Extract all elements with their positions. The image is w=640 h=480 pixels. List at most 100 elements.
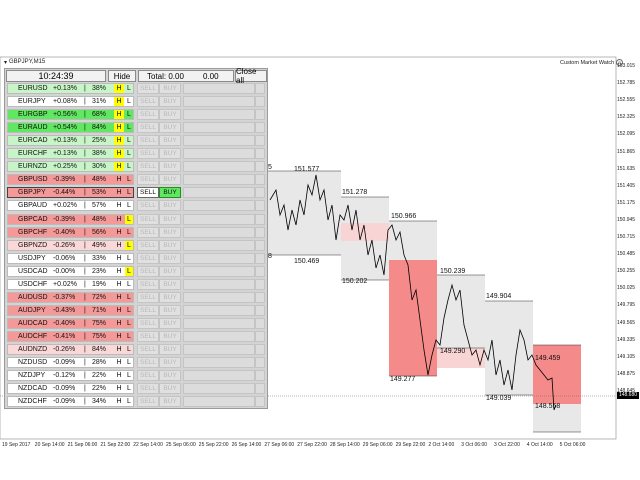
buy-button[interactable]: BUY — [159, 96, 181, 108]
sell-button[interactable]: SELL — [137, 96, 159, 108]
pair-cell[interactable]: GBPCHF -0.40% | 56% H L — [7, 226, 134, 238]
buy-button[interactable]: BUY — [159, 174, 181, 186]
pair-cell[interactable]: USDCAD -0.00% | 23% H L — [7, 265, 134, 277]
pair-cell[interactable]: AUDCAD -0.40% | 75% H L — [7, 317, 134, 329]
pair-row-eurgbp: EURGBP +0.56% | 68% H L SELL BUY — [7, 109, 265, 121]
price-tick: 149.795 — [617, 302, 636, 309]
pair-cell[interactable]: GBPCAD -0.39% | 48% H L — [7, 213, 134, 225]
sell-button[interactable]: SELL — [137, 252, 159, 264]
pair-cell[interactable]: EURCHF +0.13% | 38% H L — [7, 148, 134, 160]
buy-button[interactable]: BUY — [159, 291, 181, 303]
sell-button[interactable]: SELL — [137, 187, 159, 199]
buy-button[interactable]: BUY — [159, 317, 181, 329]
buy-button[interactable]: BUY — [159, 265, 181, 277]
sell-button[interactable]: SELL — [137, 265, 159, 277]
pair-cell[interactable]: USDJPY -0.06% | 33% H L — [7, 252, 134, 264]
sell-button[interactable]: SELL — [137, 370, 159, 382]
sell-button[interactable]: SELL — [137, 344, 159, 355]
dropdown-arrow-icon[interactable]: ▾ — [4, 59, 8, 66]
sell-button[interactable]: SELL — [137, 200, 159, 212]
pair-cell[interactable]: AUDNZD -0.26% | 84% H L — [7, 344, 134, 355]
buy-button[interactable]: BUY — [159, 344, 181, 355]
sell-button[interactable]: SELL — [137, 396, 159, 408]
pair-cell[interactable]: NZDCAD -0.09% | 22% H L — [7, 383, 134, 395]
sell-button[interactable]: SELL — [137, 213, 159, 225]
pair-cell[interactable]: GBPAUD +0.02% | 57% H L — [7, 200, 134, 212]
pair-cell[interactable]: EURCAD +0.13% | 25% H L — [7, 135, 134, 147]
pair-cell[interactable]: EURUSD +0.13% | 38% H L — [7, 83, 134, 94]
sell-button[interactable]: SELL — [137, 278, 159, 290]
buy-button[interactable]: BUY — [159, 161, 181, 173]
pair-row-nzdusd: NZDUSD -0.09% | 28% H L SELL BUY — [7, 357, 265, 369]
sell-button[interactable]: SELL — [137, 174, 159, 186]
high-indicator: H — [116, 385, 122, 393]
buy-button[interactable]: BUY — [159, 187, 181, 199]
custom-market-watch-label[interactable]: Custom Market Watch ⊙ — [560, 59, 624, 66]
pair-cell[interactable]: EURGBP +0.56% | 68% H L — [7, 109, 134, 121]
buy-button[interactable]: BUY — [159, 252, 181, 264]
price-tick: 151.175 — [617, 199, 636, 206]
pair-symbol: AUDCHF — [18, 332, 48, 340]
buy-button[interactable]: BUY — [159, 357, 181, 369]
buy-button[interactable]: BUY — [159, 396, 181, 408]
pair-change: -0.06% — [53, 254, 76, 262]
sell-button[interactable]: SELL — [137, 161, 159, 173]
buy-button[interactable]: BUY — [159, 278, 181, 290]
buy-button[interactable]: BUY — [159, 83, 181, 94]
sell-button[interactable]: SELL — [137, 148, 159, 160]
pair-row-gbpjpy: GBPJPY -0.44% | 53% H L SELL BUY — [7, 187, 265, 199]
buy-button[interactable]: BUY — [159, 213, 181, 225]
sell-button[interactable]: SELL — [137, 226, 159, 238]
trade-buttons: SELL BUY — [137, 200, 265, 212]
buy-button[interactable]: BUY — [159, 148, 181, 160]
sell-button[interactable]: SELL — [137, 357, 159, 369]
sell-button[interactable]: SELL — [137, 330, 159, 342]
buy-button[interactable]: BUY — [159, 135, 181, 147]
buy-button[interactable]: BUY — [159, 200, 181, 212]
pair-cell[interactable]: NZDUSD -0.09% | 28% H L — [7, 357, 134, 369]
window-title[interactable]: ▾ GBPJPY,M15 — [4, 59, 46, 66]
buy-button[interactable]: BUY — [159, 370, 181, 382]
low-indicator: L — [127, 176, 131, 184]
pair-cell[interactable]: EURJPY +0.08% | 31% H L — [7, 96, 134, 108]
sell-button[interactable]: SELL — [137, 383, 159, 395]
pair-percent: 33% — [92, 254, 107, 262]
time-tick: 2 Oct 14:00 — [428, 442, 455, 448]
buy-button[interactable]: BUY — [159, 226, 181, 238]
buy-button[interactable]: BUY — [159, 109, 181, 121]
buy-button[interactable]: BUY — [159, 330, 181, 342]
pair-cell[interactable]: GBPNZD -0.26% | 49% H L — [7, 239, 134, 251]
buy-button[interactable]: BUY — [159, 383, 181, 395]
buy-button[interactable]: BUY — [159, 122, 181, 134]
hide-button[interactable]: Hide — [108, 70, 136, 82]
sell-button[interactable]: SELL — [137, 239, 159, 251]
pair-cell[interactable]: USDCHF +0.02% | 19% H L — [7, 278, 134, 290]
settings-circle-icon[interactable]: ⊙ — [616, 59, 624, 66]
button-filler — [183, 370, 255, 382]
pair-cell[interactable]: EURNZD +0.25% | 30% H L — [7, 161, 134, 173]
close-all-button[interactable]: Close all — [235, 67, 267, 85]
price-series — [269, 174, 557, 411]
pair-cell[interactable]: GBPJPY -0.44% | 53% H L — [7, 187, 134, 199]
sell-button[interactable]: SELL — [137, 83, 159, 94]
pair-separator: | — [84, 346, 86, 353]
pair-change: +0.13% — [53, 85, 77, 92]
pair-cell[interactable]: AUDJPY -0.43% | 71% H L — [7, 304, 134, 316]
pair-cell[interactable]: AUDCHF -0.41% | 75% H L — [7, 330, 134, 342]
buy-button[interactable]: BUY — [159, 239, 181, 251]
pair-cell[interactable]: AUDUSD -0.37% | 72% H L — [7, 291, 134, 303]
trade-buttons: SELL BUY — [137, 291, 265, 303]
pair-cell[interactable]: GBPUSD -0.39% | 48% H L — [7, 174, 134, 186]
pair-cell[interactable]: NZDJPY -0.12% | 22% H L — [7, 370, 134, 382]
sell-button[interactable]: SELL — [137, 122, 159, 134]
pair-cell[interactable]: NZDCHF -0.09% | 34% H L — [7, 396, 134, 408]
sell-button[interactable]: SELL — [137, 317, 159, 329]
sell-button[interactable]: SELL — [137, 109, 159, 121]
pair-symbol: GBPJPY — [18, 189, 46, 197]
buy-button[interactable]: BUY — [159, 304, 181, 316]
pair-change: -0.09% — [53, 385, 76, 393]
sell-button[interactable]: SELL — [137, 291, 159, 303]
pair-cell[interactable]: EURAUD +0.54% | 84% H L — [7, 122, 134, 134]
sell-button[interactable]: SELL — [137, 304, 159, 316]
sell-button[interactable]: SELL — [137, 135, 159, 147]
